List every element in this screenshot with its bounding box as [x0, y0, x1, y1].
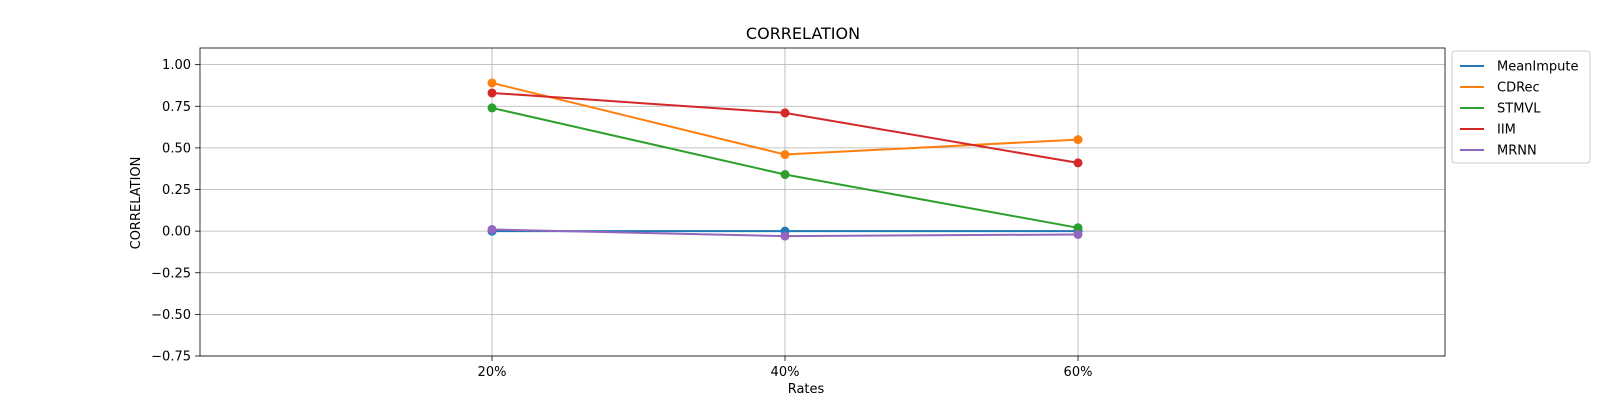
- data-point: [780, 231, 790, 241]
- data-point: [1073, 229, 1083, 239]
- x-axis: 20% 40% 60%: [478, 356, 1093, 380]
- series-mrnn: [487, 224, 1083, 241]
- data-point: [1073, 158, 1083, 168]
- data-point: [1073, 223, 1083, 233]
- series-iim: [487, 88, 1083, 168]
- x-tick-label: 60%: [1064, 365, 1093, 380]
- y-axis-label: CORRELATION: [129, 157, 144, 250]
- y-axis: 1.00 0.75 0.50 0.25 0.00 −0.25 −0.50 −0.75: [151, 58, 200, 365]
- y-tick-label: −0.75: [151, 350, 191, 365]
- grid: [200, 48, 1445, 357]
- data-point: [780, 150, 790, 160]
- data-point: [780, 170, 790, 180]
- y-tick-label: 1.00: [162, 58, 191, 73]
- chart-title: CORRELATION: [746, 24, 860, 43]
- x-tick-label: 40%: [771, 365, 800, 380]
- x-axis-label: Rates: [788, 382, 825, 397]
- legend: MeanImpute CDRec STMVL IIM MRNN: [1451, 50, 1591, 164]
- plot-area-frame: [199, 47, 1446, 357]
- data-point: [487, 224, 497, 234]
- y-tick-label: −0.25: [151, 266, 191, 281]
- series-stmvl: [487, 103, 1083, 233]
- y-tick-label: 0.50: [162, 141, 191, 156]
- legend-label: MeanImpute: [1497, 60, 1579, 75]
- data-point: [1073, 135, 1083, 145]
- y-tick-label: 0.25: [162, 183, 191, 198]
- series-layer: [487, 78, 1083, 241]
- legend-label: IIM: [1497, 123, 1516, 138]
- legend-label: STMVL: [1497, 102, 1541, 117]
- legend-frame: [1451, 50, 1591, 164]
- y-tick-label: 0.75: [162, 100, 191, 115]
- data-point: [487, 88, 497, 98]
- data-point: [780, 108, 790, 118]
- x-tick-label: 20%: [478, 365, 507, 380]
- legend-label: CDRec: [1497, 81, 1540, 96]
- data-point: [487, 78, 497, 88]
- series-cdrec: [487, 78, 1083, 160]
- data-point: [487, 103, 497, 113]
- y-tick-label: −0.50: [151, 308, 191, 323]
- y-tick-label: 0.00: [162, 225, 191, 240]
- legend-label: MRNN: [1497, 144, 1537, 159]
